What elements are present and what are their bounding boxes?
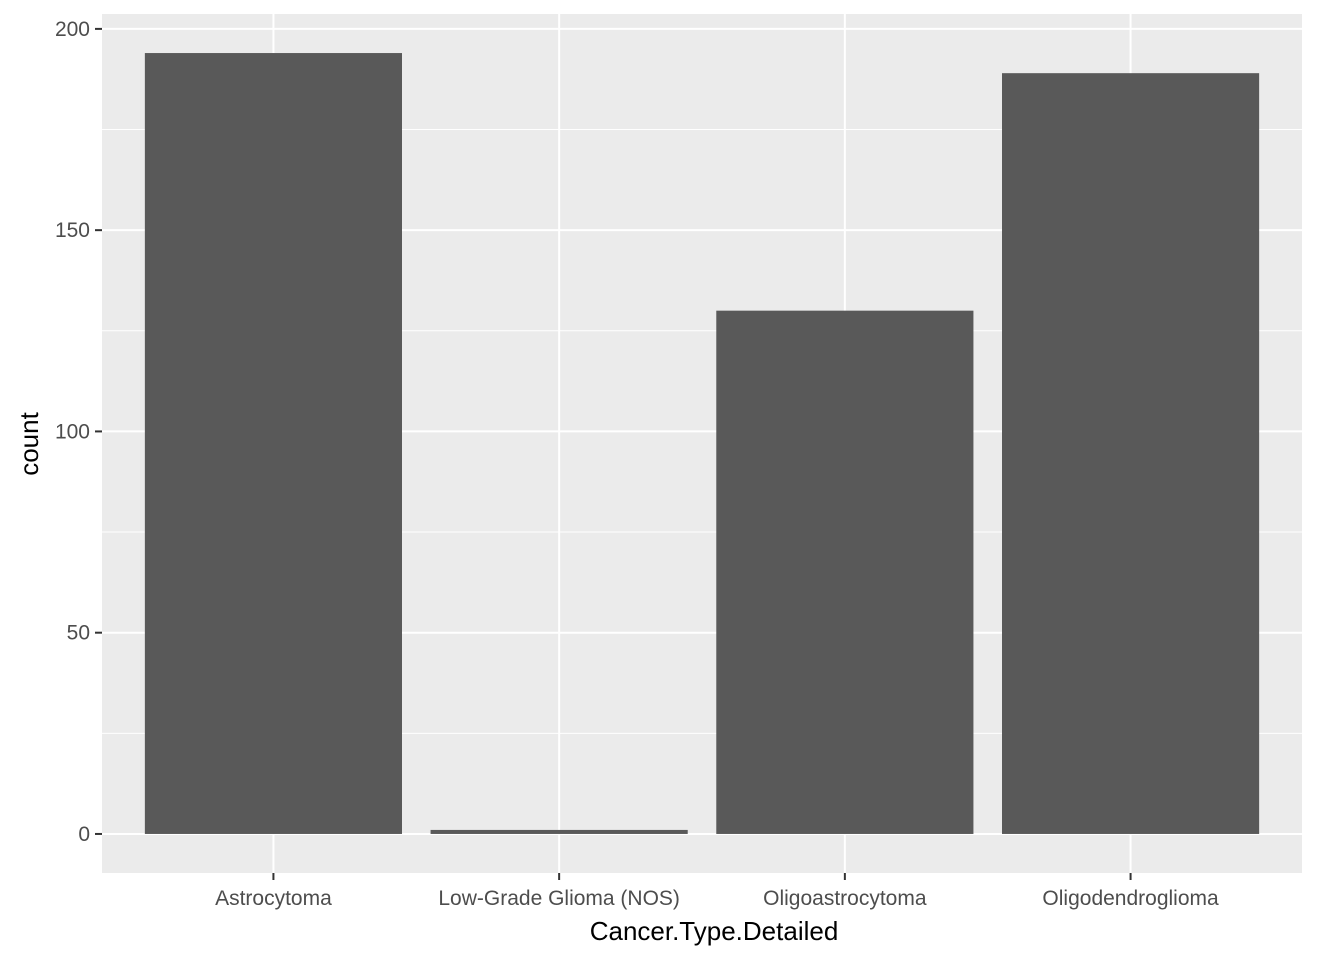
x-tick-label: Astrocytoma: [215, 887, 332, 910]
y-axis: 0 50 100 150 200: [55, 18, 102, 846]
y-tick-label: 150: [55, 219, 90, 242]
bars: [144, 53, 1260, 834]
x-tick-label: Low-Grade Glioma (NOS): [438, 887, 680, 910]
x-axis: Astrocytoma Low-Grade Glioma (NOS) Oligoas…: [215, 873, 1219, 910]
bar: [144, 53, 402, 834]
bar: [430, 829, 688, 834]
x-tick-label: Oligoastrocytoma: [763, 887, 927, 910]
y-tick-label: 100: [55, 420, 90, 443]
y-tick-label: 200: [55, 18, 90, 41]
y-axis-title: count: [14, 411, 44, 475]
bar: [716, 310, 974, 834]
x-axis-title: Cancer.Type.Detailed: [590, 916, 839, 946]
y-tick-label: 0: [78, 823, 90, 846]
bar: [1002, 73, 1260, 834]
x-tick-label: Oligodendroglioma: [1042, 887, 1219, 910]
y-tick-label: 50: [67, 622, 90, 645]
